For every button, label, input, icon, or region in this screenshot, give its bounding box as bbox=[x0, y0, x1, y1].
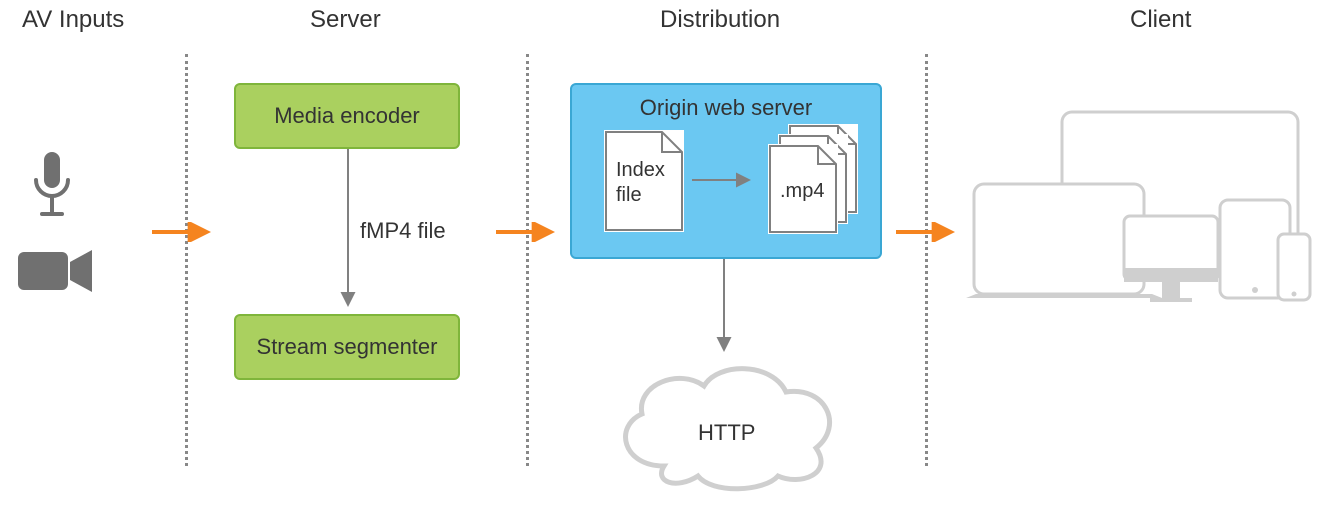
arrow-encoder-to-segmenter bbox=[340, 149, 356, 314]
stage-arrow bbox=[494, 222, 560, 242]
stage-divider bbox=[526, 54, 529, 466]
camera-icon bbox=[16, 244, 96, 298]
stage-arrow bbox=[894, 222, 960, 242]
client-devices-icon bbox=[966, 108, 1312, 318]
node-label: Origin web server bbox=[572, 95, 880, 121]
node-stream-segmenter: Stream segmenter bbox=[234, 314, 460, 380]
col-header-server: Server bbox=[310, 6, 381, 34]
stage-divider bbox=[185, 54, 188, 466]
index-file-icon: Indexfile bbox=[604, 130, 684, 232]
arrow-server-to-cloud bbox=[716, 259, 732, 359]
stage-arrow bbox=[150, 222, 216, 242]
mp4-files-icon: .mp4 bbox=[768, 124, 858, 234]
http-cloud-label: HTTP bbox=[698, 420, 755, 446]
node-label: Stream segmenter bbox=[257, 334, 438, 360]
col-header-client: Client bbox=[1130, 6, 1191, 34]
stage-divider bbox=[925, 54, 928, 466]
col-header-distribution: Distribution bbox=[660, 6, 780, 34]
index-file-label: Indexfile bbox=[616, 158, 665, 208]
node-media-encoder: Media encoder bbox=[234, 83, 460, 149]
microphone-icon bbox=[30, 150, 74, 226]
edge-label-fmp4: fMP4 file bbox=[360, 218, 446, 244]
mp4-file-label: .mp4 bbox=[780, 180, 824, 203]
col-header-av-inputs: AV Inputs bbox=[22, 6, 124, 34]
arrow-index-to-mp4 bbox=[690, 172, 760, 188]
node-label: Media encoder bbox=[274, 103, 420, 129]
